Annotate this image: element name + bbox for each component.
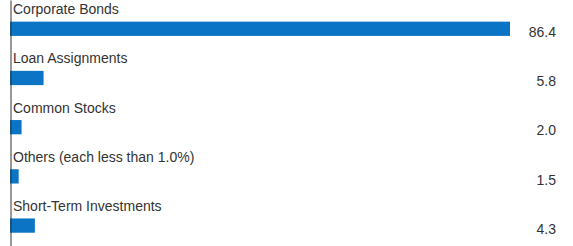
y-axis — [11, 1, 12, 246]
chart: Corporate Bonds Loan Assignments Common St… — [0, 0, 573, 246]
bar — [10, 120, 22, 134]
bar — [10, 71, 44, 85]
category-label: Common Stocks — [13, 100, 116, 116]
category-label: Others (each less than 1.0%) — [13, 149, 194, 165]
bars — [10, 22, 510, 233]
bar — [10, 218, 35, 232]
bar — [10, 22, 510, 36]
category-label: Corporate Bonds — [13, 1, 119, 17]
data-labels: 86.4 5.8 2.0 1.5 4.3 — [529, 24, 556, 237]
data-label: 4.3 — [537, 221, 557, 237]
data-label: 86.4 — [529, 24, 556, 40]
axis-line — [11, 1, 12, 246]
category-label: Loan Assignments — [13, 50, 127, 66]
category-label: Short-Term Investments — [13, 198, 162, 214]
data-label: 1.5 — [537, 172, 557, 188]
data-label: 5.8 — [537, 73, 557, 89]
category-labels: Corporate Bonds Loan Assignments Common St… — [13, 1, 194, 214]
data-label: 2.0 — [537, 122, 557, 138]
